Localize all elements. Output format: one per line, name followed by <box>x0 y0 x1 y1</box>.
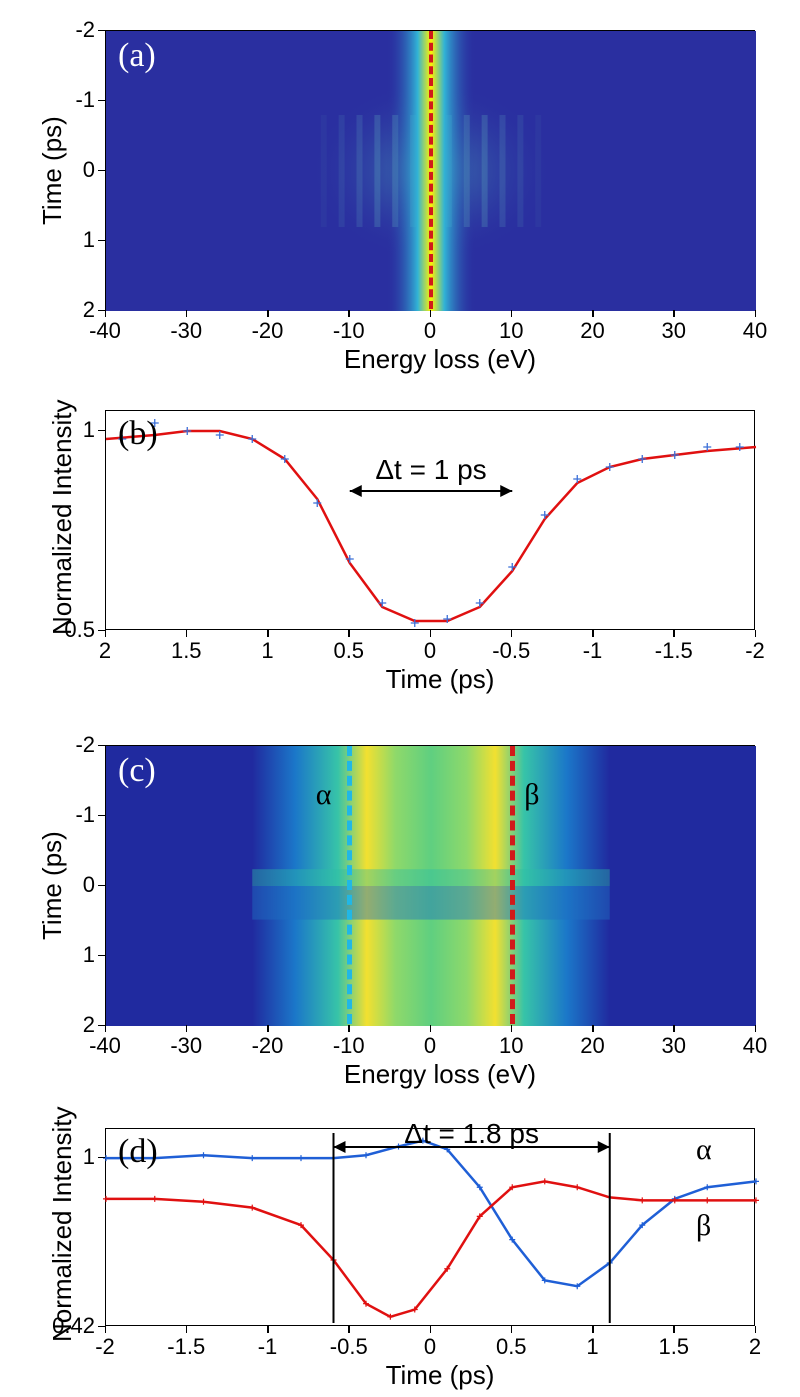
panel-d-plot: Δt = 1.8 ps <box>106 1129 756 1327</box>
panel-d-beta-label: β <box>696 1209 711 1243</box>
panel-c-alpha-label: α <box>316 778 332 812</box>
panel-a-axes: (a) <box>105 30 755 310</box>
panel-c-dash-beta <box>510 746 515 1024</box>
panel-c-ylabel: Time (ps) <box>37 831 68 940</box>
panel-d-xlabel: Time (ps) <box>370 1360 510 1391</box>
panel-d-axes: Δt = 1.8 ps (d) α β <box>105 1128 755 1326</box>
panel-c-tag: (c) <box>118 752 156 790</box>
panel-b-xlabel: Time (ps) <box>370 664 510 695</box>
panel-d-tag: (d) <box>118 1133 158 1171</box>
panel-c-dash-alpha <box>347 746 352 1024</box>
panel-b-ylabel: Normalized Intensity <box>47 399 78 635</box>
panel-c-xlabel: Energy loss (eV) <box>330 1059 550 1090</box>
panel-c-heatmap <box>106 746 756 1026</box>
panel-a-tag: (a) <box>118 37 156 75</box>
panel-b-tag: (b) <box>118 415 158 453</box>
panel-a-xlabel: Energy loss (eV) <box>330 344 550 375</box>
panel-c-axes: α β (c) <box>105 745 755 1025</box>
panel-b-axes: Δt = 1 ps (b) <box>105 410 755 630</box>
panel-b-plot: Δt = 1 ps <box>106 411 756 631</box>
panel-a-ylabel: Time (ps) <box>37 116 68 225</box>
svg-text:Δt = 1.8 ps: Δt = 1.8 ps <box>404 1118 539 1149</box>
panel-d-ylabel: Normalized Intensity <box>47 1106 78 1342</box>
panel-d-alpha-label: α <box>696 1133 712 1167</box>
panel-c-beta-label: β <box>524 778 539 812</box>
svg-text:Δt = 1 ps: Δt = 1 ps <box>375 454 486 485</box>
panel-a-dash <box>429 31 433 309</box>
